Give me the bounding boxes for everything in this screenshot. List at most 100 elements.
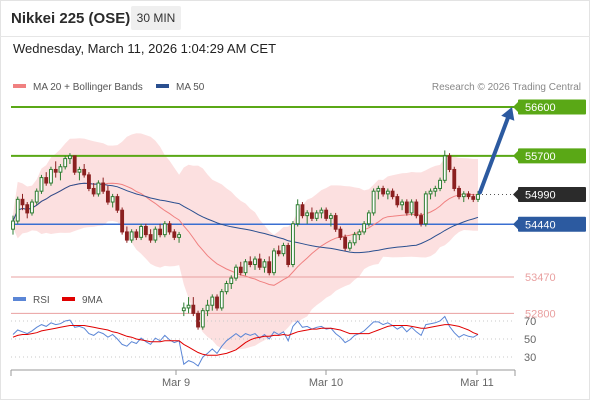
legend-label: MA 20 + Bollinger Bands [33, 82, 143, 93]
candle-body [172, 231, 177, 238]
candle-body [49, 168, 53, 184]
rsi-tick-label: 30 [524, 352, 536, 364]
candle-body [295, 204, 300, 225]
candle-body [366, 212, 371, 225]
candle-body [442, 155, 447, 181]
candles [11, 150, 480, 330]
candle-body [143, 225, 148, 236]
candle-body [328, 215, 333, 219]
candle-body [381, 187, 386, 195]
level-label: 55700 [525, 151, 556, 163]
candle-body [362, 223, 367, 233]
candle-body [319, 209, 324, 214]
legend-label: RSI [33, 295, 50, 306]
candle-body [461, 193, 466, 198]
rsi-tick-label: 50 [524, 334, 536, 346]
candle-body [167, 223, 172, 233]
candle-body [466, 193, 471, 198]
candle-body [110, 196, 115, 203]
candle-body [234, 266, 238, 279]
candle-body [72, 155, 77, 173]
candle-body [186, 304, 191, 309]
candle-body [158, 228, 163, 236]
candle-body [281, 244, 286, 255]
candle-body [30, 201, 34, 214]
candle-body [352, 234, 357, 244]
rsi-legend: RSI 9MA [13, 295, 103, 306]
time-axis: Mar 9 Mar 10 Mar 11 [10, 369, 516, 389]
rsi-tick-label: 70 [524, 316, 536, 328]
candle-body [357, 231, 362, 236]
legend-swatch [156, 84, 169, 88]
candle-body [77, 168, 82, 173]
candle-body [272, 250, 276, 274]
level-label-pointer [513, 189, 518, 200]
timestamp: Wednesday, March 11, 2026 1:04:29 AM CET [13, 41, 277, 56]
rsi-panel: 70 50 30 [11, 315, 536, 367]
candle-body [390, 190, 395, 198]
credit-text: Research © 2026 Trading Central [432, 82, 581, 93]
candle-body [15, 198, 20, 222]
legend-swatch [13, 84, 26, 88]
level-label: 52800 [525, 308, 556, 320]
candle-body [148, 234, 153, 241]
bollinger-band-area [13, 133, 478, 351]
candle-body [96, 182, 101, 195]
candle-body [286, 244, 291, 265]
candle-body [200, 310, 205, 328]
level-label-bg [518, 186, 586, 202]
candle-body [291, 223, 295, 265]
candle-body [219, 291, 224, 309]
candle-body [438, 179, 442, 189]
time-axis-label: Mar 11 [460, 377, 493, 389]
level-label-pointer [513, 102, 518, 112]
candle-body [20, 198, 25, 206]
candle-body [423, 193, 428, 225]
candle-body [419, 215, 423, 225]
candle-body [181, 307, 186, 312]
candle-body [177, 234, 181, 238]
candle-body [115, 196, 120, 211]
candle-body [347, 242, 352, 249]
candle-body [44, 177, 49, 184]
candle-body [215, 296, 219, 309]
level-label-pointer [513, 219, 518, 230]
candle-body [129, 231, 134, 241]
candle-body [471, 196, 476, 200]
target-arrow [478, 107, 515, 195]
candle-body [162, 223, 167, 236]
arrow-shaft [478, 116, 510, 195]
candle-body [58, 166, 63, 173]
chart-header: Nikkei 225 (OSE) 30 MIN [0, 0, 590, 37]
candle-body [210, 296, 215, 306]
timeframe-badge[interactable]: 30 MIN [131, 6, 181, 30]
candle-body [253, 258, 257, 266]
candle-body [68, 155, 72, 160]
candle-body [262, 261, 267, 268]
candle-body [343, 236, 348, 249]
rsi-ma-line [12, 324, 479, 356]
candle-body [385, 190, 390, 195]
time-axis-label: Mar 9 [162, 377, 190, 389]
candle-body [139, 225, 144, 238]
candle-body [39, 177, 44, 192]
level-label: 56600 [525, 102, 556, 114]
candle-body [238, 266, 243, 274]
level-label: 53470 [525, 272, 556, 284]
candle-body [120, 209, 125, 233]
level-label-pointer [513, 150, 518, 161]
candle-body [153, 228, 158, 241]
candle-body [476, 193, 480, 200]
arrow-head [501, 107, 515, 121]
candle-body [243, 261, 248, 274]
candle-body [400, 201, 405, 206]
candle-body [276, 250, 281, 255]
candle-body [457, 187, 461, 198]
level-label-bg [518, 99, 586, 115]
instrument-title: Nikkei 225 (OSE) [11, 10, 131, 27]
candle-body [91, 187, 96, 195]
bollinger-band [13, 133, 478, 351]
candle-body [63, 158, 68, 168]
candle-body [105, 190, 110, 203]
